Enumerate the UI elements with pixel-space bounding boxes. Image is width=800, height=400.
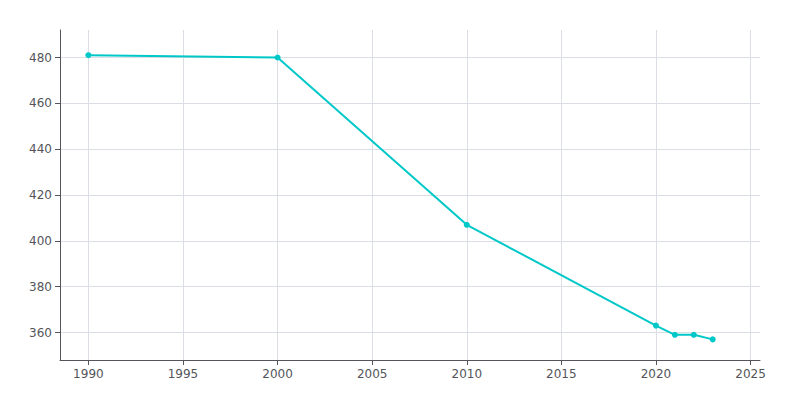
svg-text:2000: 2000 — [262, 367, 293, 381]
svg-text:360: 360 — [29, 326, 52, 340]
svg-text:380: 380 — [29, 280, 52, 294]
svg-text:400: 400 — [29, 234, 52, 248]
svg-text:460: 460 — [29, 96, 52, 110]
svg-text:2020: 2020 — [641, 367, 672, 381]
svg-text:1995: 1995 — [168, 367, 199, 381]
svg-text:1990: 1990 — [73, 367, 104, 381]
svg-text:440: 440 — [29, 142, 52, 156]
svg-text:420: 420 — [29, 188, 52, 202]
svg-text:2005: 2005 — [357, 367, 388, 381]
svg-text:2010: 2010 — [451, 367, 482, 381]
svg-text:2015: 2015 — [546, 367, 577, 381]
svg-text:480: 480 — [29, 51, 52, 65]
svg-text:2025: 2025 — [735, 367, 766, 381]
